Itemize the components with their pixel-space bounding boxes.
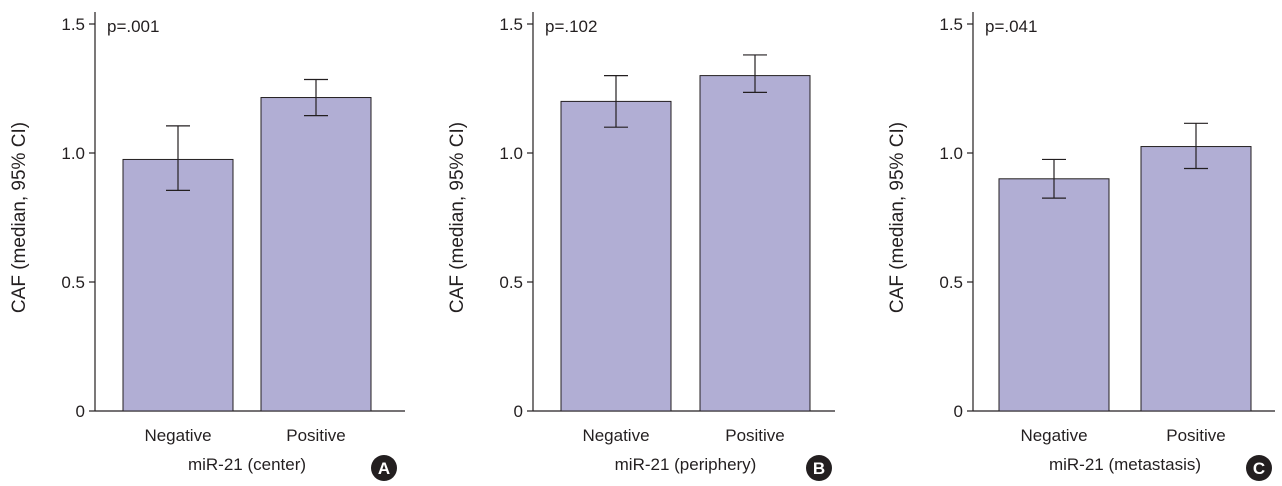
panel-a-badge	[371, 455, 397, 481]
panel-c-badge	[1246, 455, 1272, 481]
panel-a-x-axis-title: miR-21 (center)	[188, 455, 306, 474]
panel-a-y-tick-label: 1.0	[61, 144, 85, 163]
panel-a-y-tick-label: 0	[76, 402, 85, 421]
panel-b-category-label-positive: Positive	[725, 426, 785, 445]
panel-b-x-axis-title: miR-21 (periphery)	[615, 455, 757, 474]
panel-b-y-tick-label: 1.5	[499, 15, 523, 34]
panel-b-category-label-negative: Negative	[582, 426, 649, 445]
panel-a-bar-positive	[260, 97, 372, 412]
panel-c-y-axis-title: CAF (median, 95% CI)	[887, 122, 908, 313]
panel-c-p-value: p=.041	[985, 17, 1037, 36]
panel-b: 0 0.5 1.0 1.5 CAF (median, 95% CI) Negative Po…	[447, 12, 835, 481]
panel-a-badge-letter: A	[378, 459, 390, 478]
panel-c-x-axis-title: miR-21 (metastasis)	[1049, 455, 1201, 474]
panel-a-category-label-negative: Negative	[144, 426, 211, 445]
panel-b-y-tick-label: 1.0	[499, 144, 523, 163]
panel-c-y-tick-label: 0	[954, 402, 963, 421]
panel-b-y-axis-title: CAF (median, 95% CI)	[447, 122, 468, 313]
panel-b-p-value: p=.102	[545, 17, 597, 36]
panel-a-bar-negative	[122, 158, 234, 412]
panel-b-bar-positive	[699, 75, 811, 412]
panel-a-category-label-positive: Positive	[286, 426, 346, 445]
panel-b-y-tick-label: 0	[514, 402, 523, 421]
panel-a-y-tick-label: 1.5	[61, 15, 85, 34]
panel-c-bar-negative	[998, 178, 1110, 412]
panel-b-badge	[806, 455, 832, 481]
panel-c-y-tick-label: 0.5	[939, 273, 963, 292]
panel-c: 0 0.5 1.0 1.5 CAF (median, 95% CI) Negative Po…	[887, 12, 1275, 481]
panel-b-y-tick-label: 0.5	[499, 273, 523, 292]
panel-c-category-label-negative: Negative	[1020, 426, 1087, 445]
panel-c-y-tick-label: 1.5	[939, 15, 963, 34]
panel-b-bar-negative	[560, 100, 672, 412]
panel-c-category-label-positive: Positive	[1166, 426, 1226, 445]
panel-a-p-value: p=.001	[107, 17, 159, 36]
panel-c-y-tick-label: 1.0	[939, 144, 963, 163]
panel-c-badge-letter: C	[1253, 459, 1265, 478]
panel-a-y-tick-label: 0.5	[61, 273, 85, 292]
panel-a: 0 0.5 1.0 1.5 CAF (median, 95% CI) Negative Po…	[9, 12, 405, 481]
panel-a-y-axis-title: CAF (median, 95% CI)	[9, 122, 30, 313]
panel-c-bar-positive	[1140, 146, 1252, 412]
panel-b-badge-letter: B	[813, 459, 825, 478]
